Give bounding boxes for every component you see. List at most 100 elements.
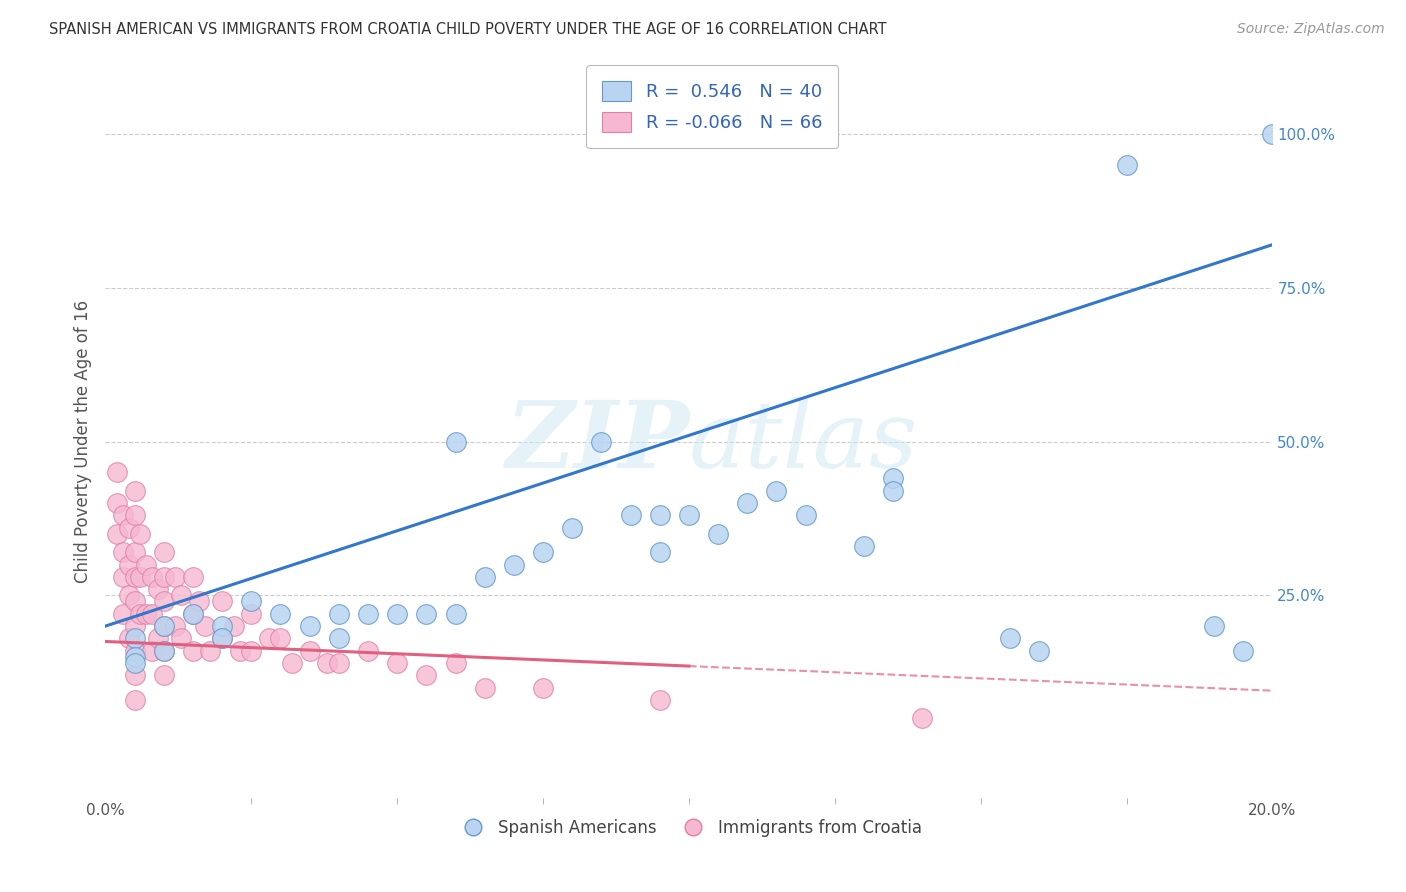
Immigrants from Croatia — [105, 496, 128, 510]
Spanish Americans — [211, 632, 233, 646]
Spanish Americans — [561, 521, 583, 535]
Spanish Americans — [1261, 127, 1284, 141]
Spanish Americans — [328, 607, 350, 621]
Immigrants from Croatia — [170, 632, 193, 646]
Immigrants from Croatia — [240, 607, 263, 621]
Immigrants from Croatia — [141, 607, 163, 621]
Immigrants from Croatia — [124, 508, 146, 523]
Immigrants from Croatia — [141, 570, 163, 584]
Immigrants from Croatia — [111, 570, 134, 584]
Immigrants from Croatia — [129, 570, 152, 584]
Spanish Americans — [474, 570, 496, 584]
Spanish Americans — [124, 649, 146, 664]
Immigrants from Croatia — [257, 632, 280, 646]
Immigrants from Croatia — [124, 483, 146, 498]
Immigrants from Croatia — [415, 668, 437, 682]
Spanish Americans — [1202, 619, 1225, 633]
Spanish Americans — [619, 508, 641, 523]
Spanish Americans — [648, 545, 671, 559]
Spanish Americans — [444, 434, 467, 449]
Spanish Americans — [678, 508, 700, 523]
Immigrants from Croatia — [170, 588, 193, 602]
Immigrants from Croatia — [165, 570, 187, 584]
Text: atlas: atlas — [689, 397, 918, 486]
Immigrants from Croatia — [298, 643, 321, 657]
Immigrants from Croatia — [124, 570, 146, 584]
Spanish Americans — [328, 632, 350, 646]
Immigrants from Croatia — [124, 643, 146, 657]
Spanish Americans — [531, 545, 554, 559]
Immigrants from Croatia — [111, 508, 134, 523]
Spanish Americans — [707, 526, 730, 541]
Immigrants from Croatia — [135, 558, 157, 572]
Spanish Americans — [1115, 158, 1137, 172]
Immigrants from Croatia — [385, 656, 409, 670]
Immigrants from Croatia — [211, 632, 233, 646]
Spanish Americans — [444, 607, 467, 621]
Immigrants from Croatia — [153, 594, 174, 608]
Immigrants from Croatia — [648, 693, 671, 707]
Spanish Americans — [124, 656, 146, 670]
Spanish Americans — [794, 508, 817, 523]
Spanish Americans — [1028, 643, 1050, 657]
Immigrants from Croatia — [165, 619, 187, 633]
Immigrants from Croatia — [124, 545, 146, 559]
Immigrants from Croatia — [153, 619, 174, 633]
Spanish Americans — [298, 619, 321, 633]
Legend: Spanish Americans, Immigrants from Croatia: Spanish Americans, Immigrants from Croat… — [450, 813, 928, 844]
Immigrants from Croatia — [124, 594, 146, 608]
Immigrants from Croatia — [111, 607, 134, 621]
Immigrants from Croatia — [135, 607, 157, 621]
Spanish Americans — [124, 632, 146, 646]
Immigrants from Croatia — [129, 526, 152, 541]
Immigrants from Croatia — [146, 632, 169, 646]
Immigrants from Croatia — [124, 619, 146, 633]
Spanish Americans — [269, 607, 292, 621]
Immigrants from Croatia — [281, 656, 304, 670]
Immigrants from Croatia — [316, 656, 339, 670]
Y-axis label: Child Poverty Under the Age of 16: Child Poverty Under the Age of 16 — [73, 300, 91, 583]
Spanish Americans — [737, 496, 759, 510]
Spanish Americans — [1232, 643, 1254, 657]
Immigrants from Croatia — [531, 681, 554, 695]
Immigrants from Croatia — [474, 681, 496, 695]
Immigrants from Croatia — [118, 588, 141, 602]
Spanish Americans — [765, 483, 787, 498]
Spanish Americans — [211, 619, 233, 633]
Immigrants from Croatia — [111, 545, 134, 559]
Spanish Americans — [882, 471, 904, 485]
Spanish Americans — [357, 607, 380, 621]
Spanish Americans — [415, 607, 437, 621]
Spanish Americans — [153, 619, 174, 633]
Immigrants from Croatia — [105, 526, 128, 541]
Immigrants from Croatia — [194, 619, 217, 633]
Text: ZIP: ZIP — [505, 397, 689, 486]
Spanish Americans — [852, 539, 875, 553]
Spanish Americans — [385, 607, 409, 621]
Immigrants from Croatia — [181, 607, 204, 621]
Spanish Americans — [181, 607, 204, 621]
Immigrants from Croatia — [181, 570, 204, 584]
Text: SPANISH AMERICAN VS IMMIGRANTS FROM CROATIA CHILD POVERTY UNDER THE AGE OF 16 CO: SPANISH AMERICAN VS IMMIGRANTS FROM CROA… — [49, 22, 887, 37]
Spanish Americans — [591, 434, 613, 449]
Immigrants from Croatia — [153, 668, 174, 682]
Immigrants from Croatia — [105, 465, 128, 479]
Spanish Americans — [648, 508, 671, 523]
Text: Source: ZipAtlas.com: Source: ZipAtlas.com — [1237, 22, 1385, 37]
Immigrants from Croatia — [118, 521, 141, 535]
Immigrants from Croatia — [269, 632, 292, 646]
Immigrants from Croatia — [181, 643, 204, 657]
Immigrants from Croatia — [240, 643, 263, 657]
Immigrants from Croatia — [328, 656, 350, 670]
Immigrants from Croatia — [228, 643, 250, 657]
Immigrants from Croatia — [146, 582, 169, 597]
Immigrants from Croatia — [129, 607, 152, 621]
Immigrants from Croatia — [153, 570, 174, 584]
Immigrants from Croatia — [357, 643, 380, 657]
Immigrants from Croatia — [911, 711, 934, 725]
Immigrants from Croatia — [124, 668, 146, 682]
Immigrants from Croatia — [153, 643, 174, 657]
Immigrants from Croatia — [118, 558, 141, 572]
Immigrants from Croatia — [222, 619, 245, 633]
Spanish Americans — [503, 558, 526, 572]
